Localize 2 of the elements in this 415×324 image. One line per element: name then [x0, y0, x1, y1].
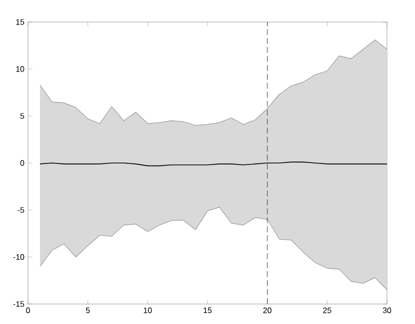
line-series	[40, 40, 387, 126]
line-series	[40, 206, 387, 290]
